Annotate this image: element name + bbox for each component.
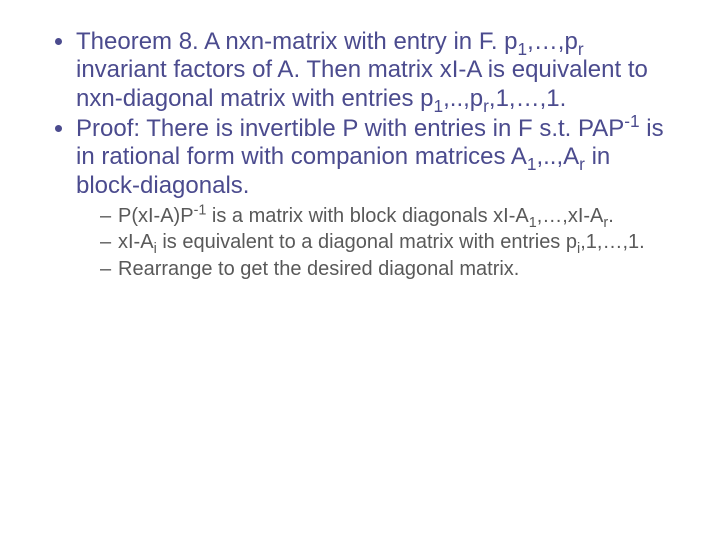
slide: Theorem 8. A nxn-matrix with entry in F.…	[0, 0, 720, 540]
sub-bullet-2: xI-Ai is equivalent to a diagonal matrix…	[100, 230, 672, 254]
sub-bullet-3: Rearrange to get the desired diagonal ma…	[100, 257, 672, 281]
bullet-theorem-text: Theorem 8. A nxn-matrix with entry in F.…	[76, 28, 648, 112]
sub-bullet-1: P(xI-A)P-1 is a matrix with block diagon…	[100, 204, 672, 228]
bullet-proof-text: Proof: There is invertible P with entrie…	[76, 115, 664, 199]
bullet-theorem: Theorem 8. A nxn-matrix with entry in F.…	[76, 28, 672, 113]
line: Theorem 8. A nxn-matrix with entry in F.	[76, 28, 498, 55]
bullet-list-level1: Theorem 8. A nxn-matrix with entry in F.…	[48, 28, 672, 281]
bullet-list-level2: P(xI-A)P-1 is a matrix with block diagon…	[76, 204, 672, 281]
bullet-proof: Proof: There is invertible P with entrie…	[76, 115, 672, 281]
